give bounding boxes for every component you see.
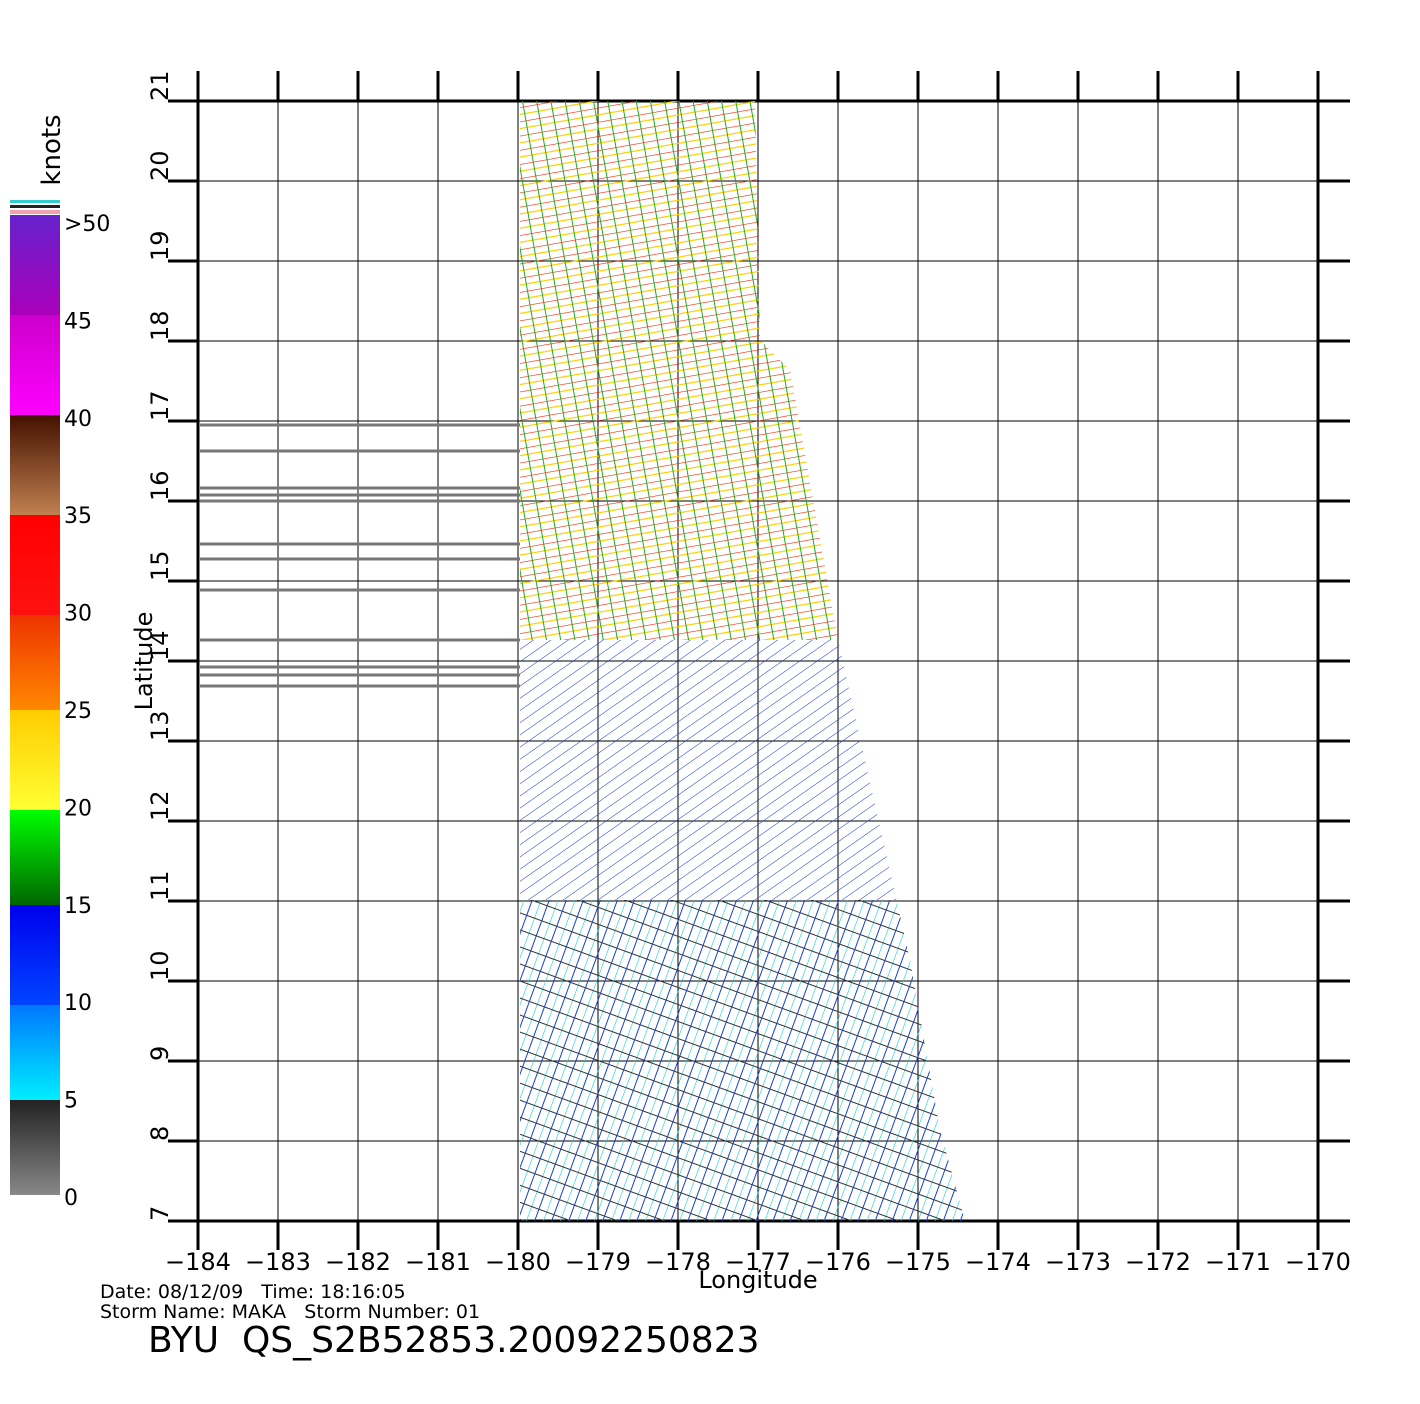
wind-swath	[520, 101, 965, 1221]
y-tick-label: 20	[146, 150, 174, 181]
y-tick-label: 10	[146, 950, 174, 981]
x-tick-label: −184	[165, 1248, 231, 1276]
y-tick-label: 13	[146, 710, 174, 741]
colorbar-label: 0	[64, 1186, 78, 1211]
y-tick-label: 18	[146, 310, 174, 341]
x-tick-label: −183	[245, 1248, 311, 1276]
y-tick-label: 15	[146, 550, 174, 581]
y-tick-label: 19	[146, 230, 174, 261]
storm-line: Storm Name: MAKA Storm Number: 01	[100, 1301, 480, 1323]
colorbar-label: 15	[64, 894, 92, 919]
colorbar-label: 25	[64, 699, 92, 724]
x-tick-label: −175	[885, 1248, 951, 1276]
y-tick-label: 9	[146, 1046, 174, 1061]
y-tick-label: 12	[146, 790, 174, 821]
date-line: Date: 08/12/09 Time: 18:16:05	[100, 1281, 406, 1303]
colorbar-flag	[10, 205, 60, 208]
x-tick-label: −181	[405, 1248, 471, 1276]
y-tick-label: 17	[146, 390, 174, 421]
x-tick-label: −174	[965, 1248, 1031, 1276]
colorbar-label: 30	[64, 602, 92, 627]
colorbar-flag	[10, 210, 60, 214]
x-tick-label: −178	[645, 1248, 711, 1276]
rain-flags	[200, 423, 520, 688]
colorbar-label: >50	[64, 212, 110, 237]
x-tick-label: −170	[1285, 1248, 1351, 1276]
x-axis-label: Longitude	[698, 1266, 817, 1294]
y-tick-label: 11	[146, 870, 174, 901]
colorbar-label: 35	[64, 504, 92, 529]
colorbar-unit: knots	[37, 114, 67, 185]
colorbar	[10, 215, 60, 1195]
x-tick-label: −182	[325, 1248, 391, 1276]
colorbar-label: 5	[64, 1089, 78, 1114]
x-tick-label: −179	[565, 1248, 631, 1276]
y-tick-label: 21	[146, 70, 174, 101]
y-tick-label: 16	[146, 470, 174, 501]
y-tick-label: 7	[146, 1206, 174, 1221]
colorbar-label: 10	[64, 991, 92, 1016]
y-axis-label: Latitude	[130, 612, 158, 711]
x-tick-label: −171	[1205, 1248, 1271, 1276]
x-tick-label: −176	[805, 1248, 871, 1276]
colorbar-flag	[10, 200, 60, 203]
x-tick-label: −177	[725, 1248, 791, 1276]
colorbar-label: 45	[64, 309, 92, 334]
colorbar-label: 20	[64, 796, 92, 821]
product-title: BYU QS_S2B52853.20092250823	[148, 1320, 760, 1361]
y-tick-label: 14	[146, 630, 174, 661]
x-tick-label: −173	[1045, 1248, 1111, 1276]
colorbar-label: 40	[64, 407, 92, 432]
x-tick-label: −180	[485, 1248, 551, 1276]
y-tick-label: 8	[146, 1126, 174, 1141]
x-tick-label: −172	[1125, 1248, 1191, 1276]
